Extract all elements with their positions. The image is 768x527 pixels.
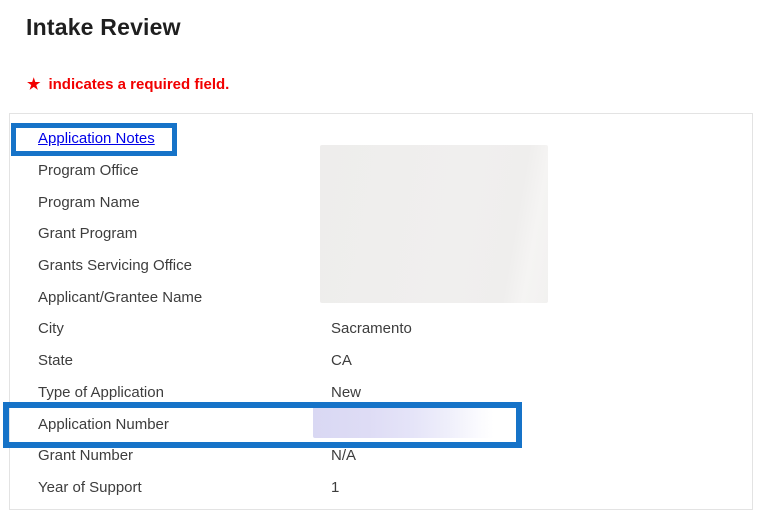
field-label: State — [38, 352, 74, 370]
row-state: State CA — [10, 345, 752, 377]
row-application-notes: Application Notes — [10, 123, 752, 155]
application-notes-link[interactable]: Application Notes — [38, 130, 155, 148]
field-label: Applicant/Grantee Name — [38, 288, 203, 306]
row-city: City Sacramento — [10, 313, 752, 345]
row-application-number: Application Number — [10, 408, 752, 440]
row-grants-servicing-office: Grants Servicing Office — [10, 250, 752, 282]
redacted-values-block — [320, 145, 548, 303]
row-grant-number: Grant Number N/A — [10, 440, 752, 472]
field-value: Sacramento — [331, 320, 412, 338]
row-program-office: Program Office — [10, 155, 752, 187]
field-label: Program Name — [38, 193, 140, 211]
row-type-of-application: Type of Application New — [10, 377, 752, 409]
field-label: Program Office — [38, 162, 139, 180]
row-grant-program: Grant Program — [10, 218, 752, 250]
row-year-of-support: Year of Support 1 — [10, 472, 752, 504]
field-rows: Application Notes Program Office Program… — [10, 114, 752, 503]
field-value: N/A — [331, 447, 357, 465]
redacted-application-number-value — [313, 405, 494, 438]
intake-review-panel: Application Notes Program Office Program… — [3, 113, 753, 510]
row-program-name: Program Name — [10, 186, 752, 218]
required-field-note: ★ indicates a required field. — [27, 76, 229, 93]
field-label: Grants Servicing Office — [38, 257, 192, 275]
required-star-icon: ★ — [27, 76, 41, 93]
field-label: Application Number — [38, 415, 169, 433]
field-label: Grant Number — [38, 447, 134, 465]
field-label: Type of Application — [38, 383, 164, 401]
field-label: City — [38, 320, 64, 338]
required-note-text: indicates a required field. — [48, 76, 230, 93]
field-value: CA — [331, 352, 352, 370]
field-label: Grant Program — [38, 225, 138, 243]
field-value: 1 — [331, 478, 340, 496]
page-title: Intake Review — [26, 14, 181, 40]
field-value: New — [331, 383, 362, 401]
field-label: Year of Support — [38, 478, 142, 496]
row-applicant-grantee-name: Applicant/Grantee Name — [10, 281, 752, 313]
